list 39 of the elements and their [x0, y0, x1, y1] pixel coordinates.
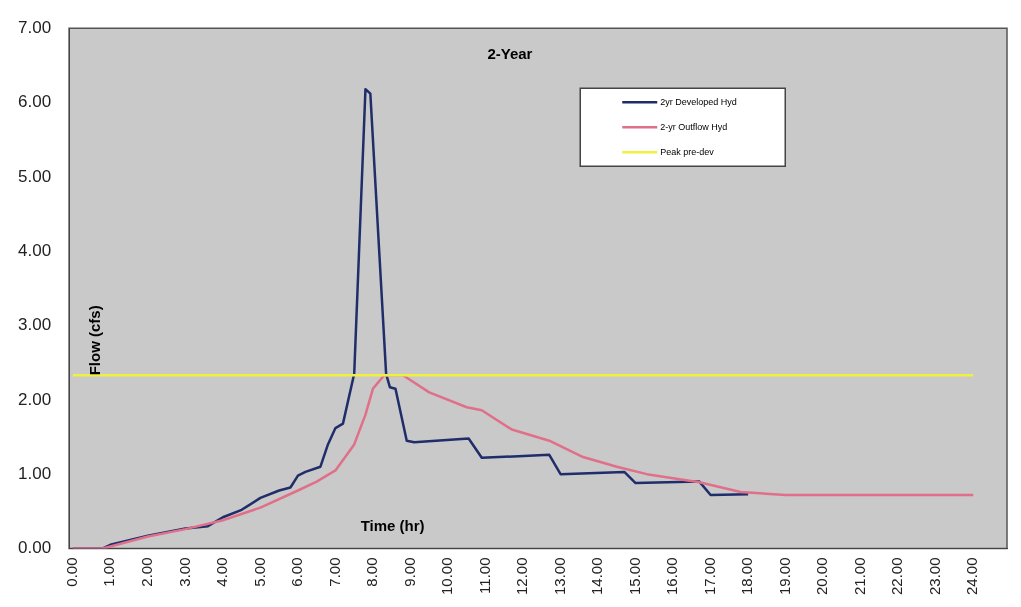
x-tick-label: 13.00 [550, 557, 568, 596]
y-tick-label: 1.00 [17, 463, 52, 483]
x-tick-label: 14.00 [588, 557, 606, 596]
y-tick-label: 2.00 [17, 389, 52, 409]
x-tick-label: 5.00 [250, 557, 268, 587]
x-tick-label: 9.00 [400, 557, 418, 587]
x-tick-label: 2.00 [138, 557, 156, 587]
y-tick-label: 5.00 [17, 166, 52, 186]
x-tick-label: 18.00 [738, 557, 756, 596]
y-tick-label: 4.00 [17, 240, 52, 260]
x-tick-label: 24.00 [963, 557, 981, 596]
x-axis-title: Time (hr) [360, 516, 425, 534]
x-tick-label: 17.00 [700, 557, 718, 596]
y-tick-label: 7.00 [17, 17, 52, 37]
x-tick-label: 1.00 [100, 557, 118, 587]
x-tick-label: 16.00 [663, 557, 681, 596]
x-tick-label: 22.00 [888, 557, 906, 596]
x-tick-label: 10.00 [438, 557, 456, 596]
y-axis-title: Flow (cfs) [86, 305, 104, 376]
x-tick-label: 21.00 [850, 557, 868, 596]
x-tick-label: 3.00 [175, 557, 193, 587]
x-tick-label: 12.00 [513, 557, 531, 596]
legend-label: 2yr Developed Hyd [660, 96, 737, 107]
x-tick-label: 11.00 [475, 557, 493, 594]
y-tick-label: 3.00 [17, 315, 52, 335]
x-tick-label: 23.00 [925, 557, 943, 596]
legend-label: 2-yr Outflow Hyd [660, 121, 728, 132]
x-tick-label: 6.00 [288, 557, 306, 587]
y-tick-label: 0.00 [17, 538, 52, 558]
y-tick-label: 6.00 [17, 92, 52, 112]
x-tick-label: 0.00 [62, 557, 80, 587]
x-tick-label: 15.00 [625, 557, 643, 596]
text: 2-Year [487, 45, 533, 63]
x-tick-label: 4.00 [213, 557, 231, 587]
legend-label: Peak pre-dev [660, 146, 715, 157]
x-tick-label: 19.00 [775, 557, 793, 596]
x-tick-label: 7.00 [325, 557, 343, 587]
x-tick-label: 20.00 [813, 557, 831, 596]
x-tick-label: 8.00 [363, 557, 381, 587]
